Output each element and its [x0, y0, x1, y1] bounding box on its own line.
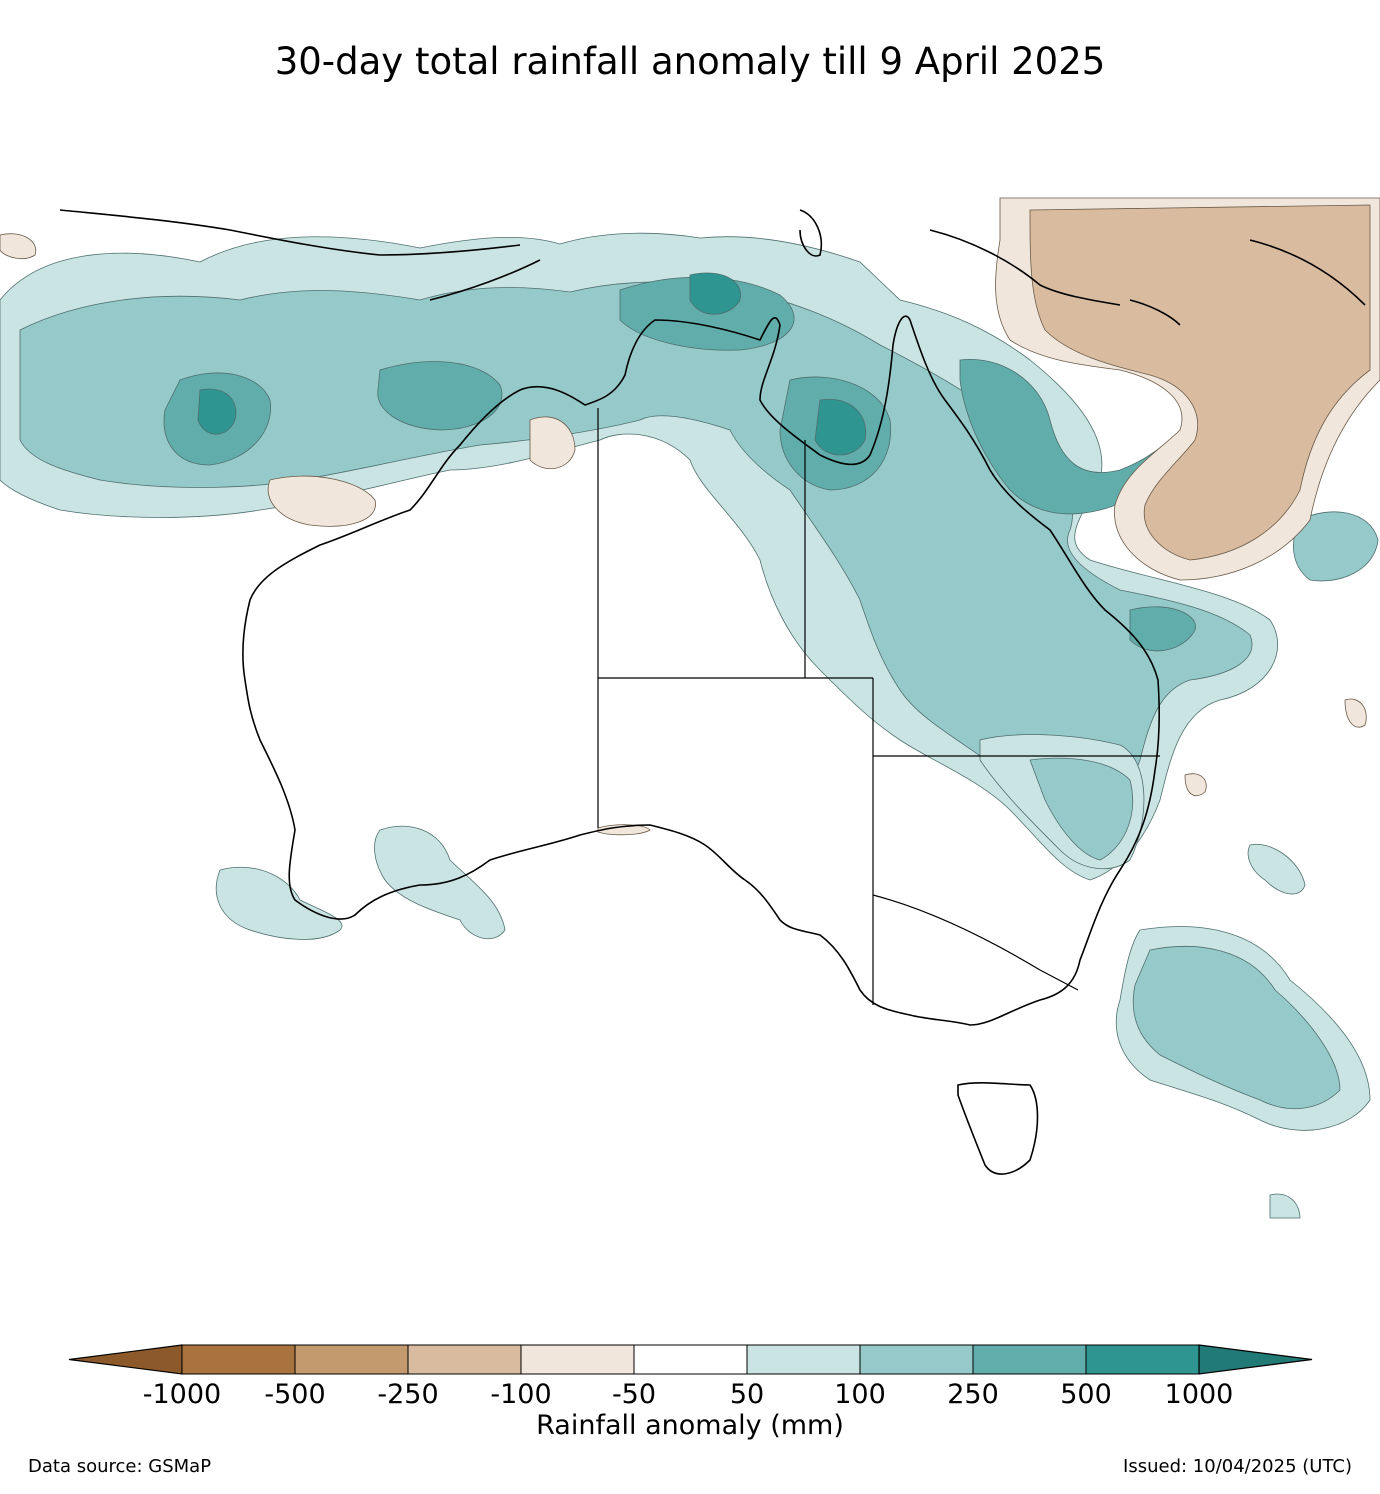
colorbar-title: Rainfall anomaly (mm)	[536, 1410, 844, 1441]
colorbar-bin	[633, 1344, 748, 1375]
coastline	[59, 209, 1366, 1175]
colorbar-tick-label: 250	[947, 1379, 999, 1410]
colorbar-tick-label: -50	[611, 1379, 657, 1410]
colorbar-bin	[294, 1344, 409, 1375]
colorbar-extend-low	[68, 1344, 183, 1375]
colorbar-bin	[520, 1344, 635, 1375]
map-panel	[0, 197, 1380, 1219]
colorbar-tick-label: 100	[834, 1379, 886, 1410]
issued-date-note: Issued: 10/04/2025 (UTC)	[1123, 1456, 1352, 1477]
colorbar-bin	[1085, 1344, 1200, 1375]
colorbar-tick-label: -1000	[142, 1379, 222, 1410]
colorbar-bin	[972, 1344, 1087, 1375]
colorbar-tick-label: -100	[490, 1379, 552, 1410]
colorbar-tick-label: 1000	[1164, 1379, 1234, 1410]
data-source-note: Data source: GSMaP	[28, 1456, 212, 1477]
state-borders	[597, 408, 1160, 1005]
colorbar-tick-label: 500	[1060, 1379, 1112, 1410]
colorbar-tick-label: -250	[377, 1379, 439, 1410]
map-title: 30-day total rainfall anomaly till 9 Apr…	[274, 40, 1106, 83]
colorbar-bin	[181, 1344, 296, 1375]
colorbar-tick-label: -500	[264, 1379, 326, 1410]
positive-anomaly-regions	[0, 232, 1379, 1219]
negative-anomaly-regions	[0, 197, 1380, 836]
colorbar	[68, 1344, 1313, 1375]
colorbar-bin	[407, 1344, 522, 1375]
colorbar-extend-high	[1198, 1344, 1313, 1375]
colorbar-tick-label: 50	[729, 1379, 765, 1410]
colorbar-bin	[746, 1344, 861, 1375]
colorbar-bin	[859, 1344, 974, 1375]
